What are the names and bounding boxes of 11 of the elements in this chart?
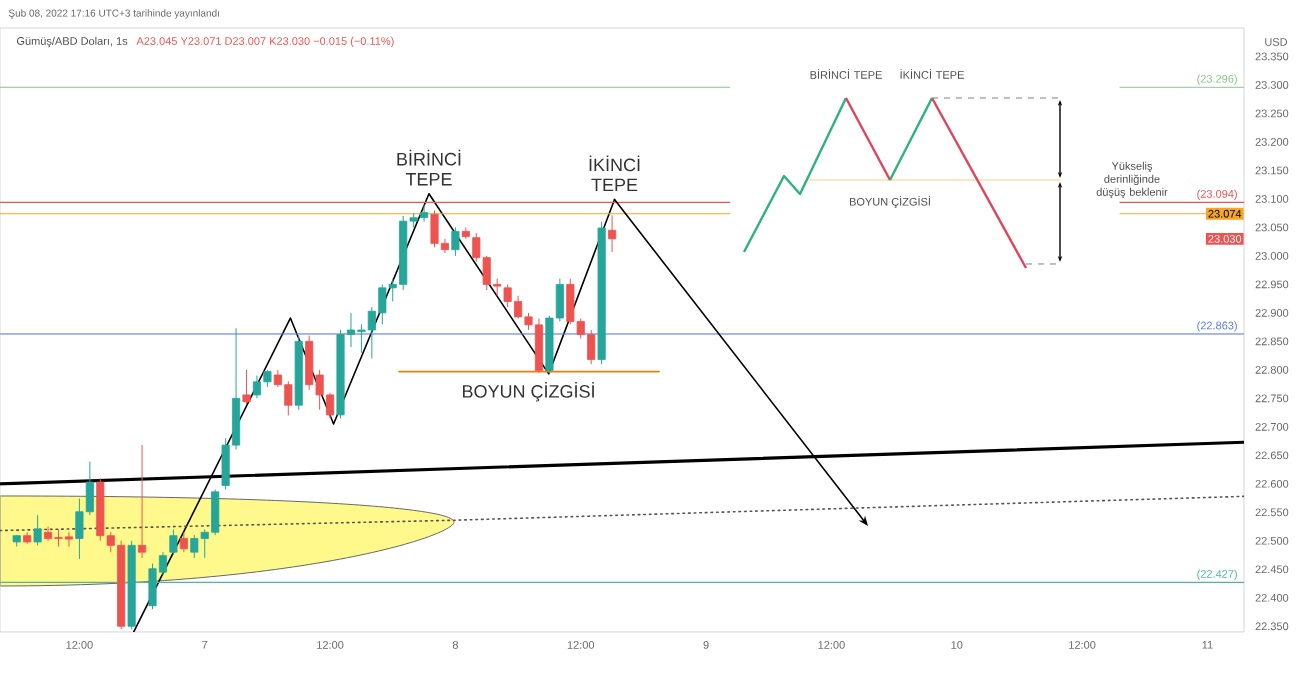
annotation: BİRİNCİ TEPE <box>397 149 461 186</box>
candlestick <box>169 528 178 556</box>
candlestick <box>451 226 460 257</box>
candlestick <box>179 531 188 553</box>
annotation: BOYUN ÇİZGİSİ <box>463 381 594 402</box>
candlestick <box>242 369 251 405</box>
candlestick <box>138 444 147 559</box>
annotation: İKİNCİ TEPE <box>589 155 640 192</box>
candlestick <box>461 226 470 240</box>
candlestick <box>608 214 617 253</box>
candlestick <box>33 514 42 546</box>
